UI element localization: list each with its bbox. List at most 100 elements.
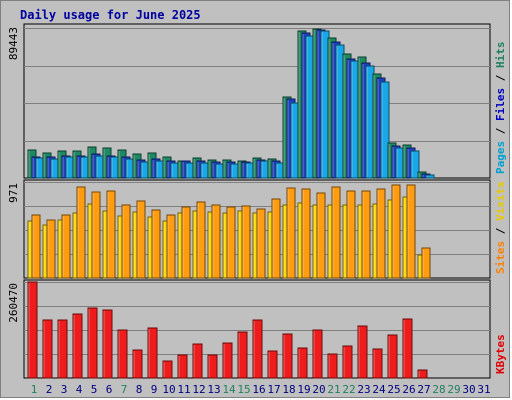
bar-sites [151, 209, 161, 279]
bar-body [380, 81, 390, 179]
x-tick-label: 25 [387, 383, 400, 396]
bar-sites [241, 205, 251, 279]
y-axis-label-part: Visits [494, 181, 507, 221]
bar-kbytes [57, 319, 68, 379]
bar-sites [391, 184, 401, 279]
bar-sites [301, 188, 311, 279]
bar-body [192, 343, 203, 379]
bar-body [87, 307, 98, 379]
bar-body [91, 191, 101, 279]
x-tick-label: 8 [136, 383, 143, 396]
bar-kbytes [27, 281, 38, 379]
y-axis-label-part: Pages [494, 141, 507, 174]
bar-body [46, 219, 56, 279]
bar-body [252, 319, 263, 379]
y-axis-label-part: Sites [494, 241, 507, 274]
bar-sites [181, 206, 191, 279]
bar-sites [31, 214, 41, 279]
bar-sites [331, 186, 341, 279]
bar-kbytes [162, 360, 173, 379]
bar-body [181, 206, 191, 279]
bar-body [342, 345, 353, 379]
bar-kbytes [357, 325, 368, 379]
bar-sites [76, 186, 86, 279]
bar-kbytes [72, 313, 83, 379]
x-tick-label: 27 [417, 383, 430, 396]
bar-body [117, 329, 128, 379]
x-tick-label: 6 [106, 383, 113, 396]
x-tick-label: 26 [402, 383, 415, 396]
bar-body [151, 209, 161, 279]
bar-sites [61, 214, 71, 279]
bar-body [237, 331, 248, 379]
x-tick-label: 2 [46, 383, 53, 396]
x-tick-label: 1 [31, 383, 38, 396]
bar-body [387, 334, 398, 379]
bar-kbytes [132, 349, 143, 379]
bar-body [376, 188, 386, 279]
bar-body [312, 329, 323, 379]
bar-body [106, 190, 116, 279]
bar-body [241, 205, 251, 279]
bar-body [136, 200, 146, 279]
y-axis-label: Pages / Files / Hits [494, 42, 507, 175]
x-tick-label: 11 [177, 383, 190, 396]
bar-body [121, 204, 131, 279]
bar-kbytes [297, 347, 308, 379]
bar-sites [211, 204, 221, 279]
bar-pages [410, 150, 420, 179]
bar-kbytes [192, 343, 203, 379]
bar-body [391, 184, 401, 279]
x-tick-label: 29 [447, 383, 460, 396]
x-tick-label: 21 [327, 383, 340, 396]
bar-body [361, 190, 371, 279]
bar-sites [406, 184, 416, 279]
bar-body [425, 174, 435, 179]
bar-kbytes [42, 319, 53, 379]
bar-kbytes [252, 319, 263, 379]
bar-body [211, 204, 221, 279]
bar-sites [166, 214, 176, 279]
bar-sites [121, 204, 131, 279]
bar-body [331, 186, 341, 279]
y-axis-label-part: Hits [494, 42, 507, 69]
bar-body [72, 313, 83, 379]
bar-body [196, 201, 206, 279]
chart-title: Daily usage for June 2025 [20, 8, 201, 22]
bar-body [417, 369, 428, 379]
bar-body [267, 350, 278, 379]
bar-body [327, 353, 338, 379]
bar-sites [361, 190, 371, 279]
bar-kbytes [222, 342, 233, 379]
bar-body [147, 327, 158, 379]
bar-kbytes [312, 329, 323, 379]
x-tick-label: 20 [312, 383, 325, 396]
bar-kbytes [207, 354, 218, 379]
bar-body [162, 360, 173, 379]
bar-body [76, 186, 86, 279]
bar-sites [421, 247, 431, 279]
x-tick-label: 17 [267, 383, 280, 396]
bar-body [301, 188, 311, 279]
bar-body [357, 325, 368, 379]
y-axis-label: KBytes [494, 334, 507, 374]
bar-kbytes [387, 334, 398, 379]
bar-body [316, 192, 326, 279]
bar-body [132, 349, 143, 379]
bar-body [31, 214, 41, 279]
x-tick-label: 24 [372, 383, 386, 396]
bar-body [286, 187, 296, 279]
x-tick-label: 15 [237, 383, 250, 396]
bar-body [282, 333, 293, 379]
bar-body [177, 354, 188, 379]
bar-sites [346, 190, 356, 279]
bar-body [372, 348, 383, 379]
x-tick-label: 14 [222, 383, 236, 396]
bar-body [102, 309, 113, 379]
bar-body [222, 342, 233, 379]
bar-sites [286, 187, 296, 279]
bar-kbytes [342, 345, 353, 379]
x-tick-label: 16 [252, 383, 265, 396]
bar-kbytes [147, 327, 158, 379]
